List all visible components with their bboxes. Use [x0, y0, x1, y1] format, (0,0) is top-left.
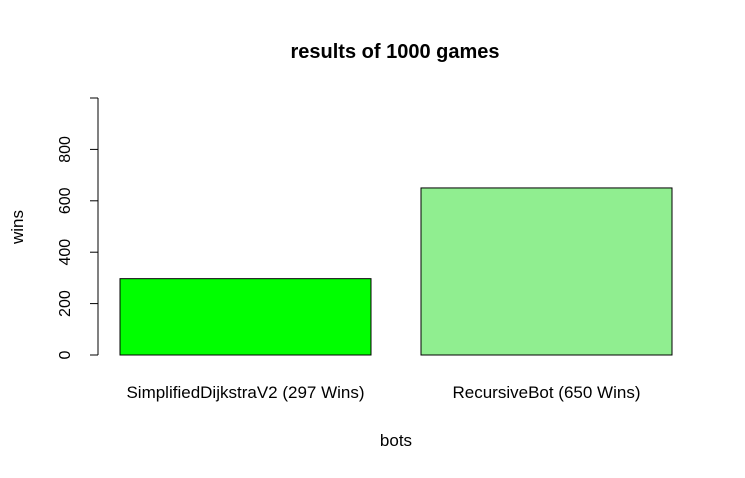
y-axis: 0 200 400 600 800: [57, 97, 99, 359]
chart-title: results of 1000 games: [291, 41, 500, 63]
category-label: SimplifiedDijkstraV2 (297 Wins): [126, 383, 364, 402]
y-axis-label: wins: [8, 210, 27, 245]
bar: [119, 278, 372, 356]
bars: [119, 187, 673, 356]
y-tick-label: 200: [57, 290, 74, 317]
x-axis-label: bots: [380, 431, 412, 450]
y-tick-label: 400: [57, 239, 74, 266]
category-labels: SimplifiedDijkstraV2 (297 Wins) Recursive…: [126, 383, 640, 402]
bar: [420, 187, 673, 356]
category-label: RecursiveBot (650 Wins): [452, 383, 640, 402]
y-tick-label: 0: [57, 350, 74, 359]
y-tick-label: 800: [57, 136, 74, 163]
y-tick-label: 600: [57, 187, 74, 214]
